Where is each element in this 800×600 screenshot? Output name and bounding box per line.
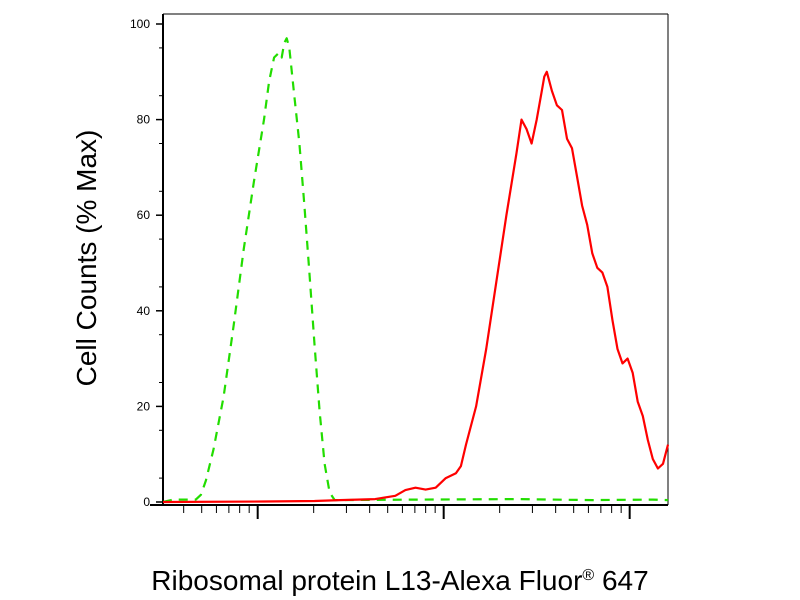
registered-mark: ®: [582, 567, 594, 584]
x-axis-title-suffix: 647: [594, 565, 649, 596]
y-tick-label: 80: [137, 113, 151, 127]
solid-histogram-line: [162, 70, 670, 504]
y-tick-label: 0: [143, 495, 150, 509]
y-tick-label: 60: [137, 208, 151, 222]
y-tick-label: 40: [137, 304, 151, 318]
dashed-histogram-line: [162, 37, 669, 504]
x-axis-title-main: Ribosomal protein L13-Alexa Fluor: [151, 565, 582, 596]
x-axis-title: Ribosomal protein L13-Alexa Fluor® 647: [151, 565, 648, 596]
plot-frame: [163, 13, 669, 505]
y-tick-label: 100: [130, 17, 150, 31]
x-axis-ticks: [150, 504, 668, 519]
y-tick-label: 20: [137, 399, 151, 413]
series-layer: [162, 37, 670, 504]
y-axis-ticks: 0 20 40 60 80 100: [130, 14, 164, 509]
y-axis-title: Cell Counts (% Max): [71, 130, 102, 387]
